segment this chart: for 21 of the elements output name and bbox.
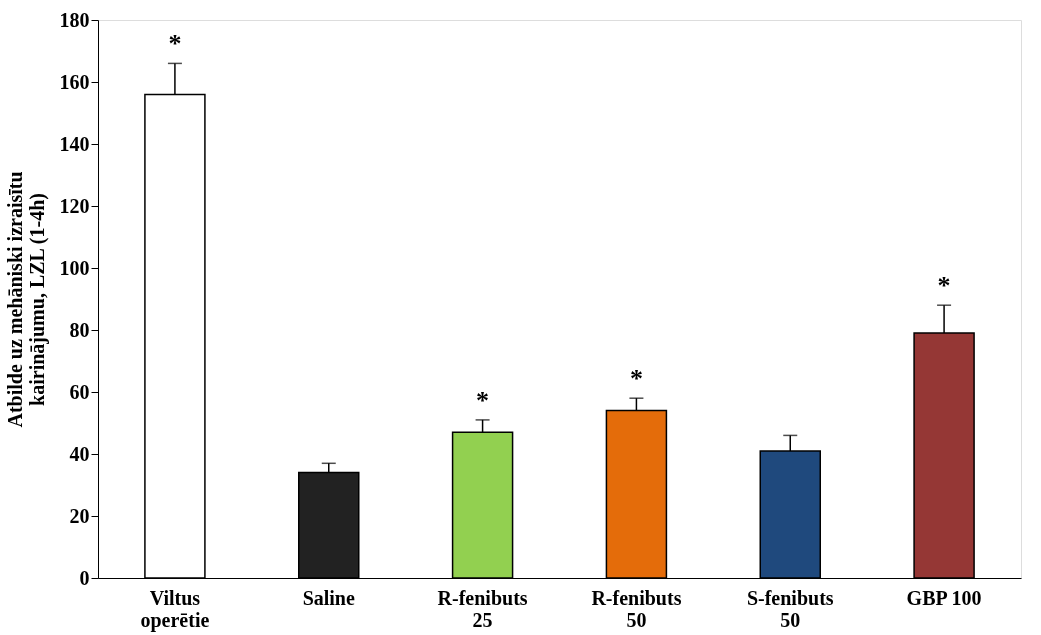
y-axis-title: Atbilde uz mehāniski izraisītu kairinājumu, LZL (1-4h) xyxy=(3,171,49,428)
x-tick-label: R-fenibuts 50 xyxy=(591,586,682,631)
x-tick-label: S-fenibuts 50 xyxy=(746,586,834,631)
annotation: * xyxy=(937,271,951,301)
x-tick-label: GBP 100 xyxy=(906,586,982,609)
annotation: * xyxy=(629,364,643,394)
x-tick-label: R-fenibuts 25 xyxy=(437,586,528,631)
y-tick-label: 140 xyxy=(59,132,90,155)
annotation: * xyxy=(168,29,182,59)
y-tick-label: 160 xyxy=(59,70,90,93)
y-tick-label: 80 xyxy=(69,318,90,341)
x-tick-label: Saline xyxy=(302,586,355,609)
y-tick-label: 40 xyxy=(69,442,90,465)
y-tick-label: 0 xyxy=(79,566,90,589)
y-tick-label: 100 xyxy=(59,256,90,279)
annotation: * xyxy=(476,385,490,415)
x-tick-label: Viltus operētie xyxy=(140,586,210,632)
y-tick-label: 60 xyxy=(69,380,90,403)
y-tick-label: 180 xyxy=(59,8,90,31)
y-tick-label: 20 xyxy=(69,504,90,527)
y-tick-label: 120 xyxy=(59,194,90,217)
